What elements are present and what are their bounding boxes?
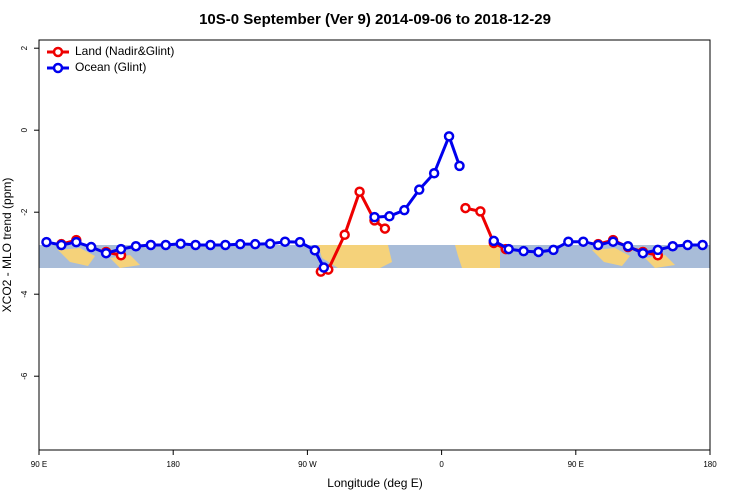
data-point [264, 238, 276, 250]
legend-marker [52, 46, 64, 58]
data-point [318, 262, 330, 273]
y-tick-label: 0 [20, 127, 29, 132]
y-tick-label: -2 [20, 208, 29, 216]
data-point [413, 184, 425, 195]
data-point [190, 239, 201, 251]
data-point [339, 229, 350, 240]
data-point [294, 236, 306, 248]
data-point [399, 204, 410, 216]
data-point [460, 202, 471, 214]
data-point [518, 245, 529, 257]
data-point [578, 236, 589, 247]
data-point [533, 246, 544, 258]
x-tick-label: 180 [167, 460, 181, 469]
data-point [697, 239, 708, 251]
x-tick-label: 90 E [568, 460, 584, 469]
data-point [384, 211, 395, 222]
data-point [652, 244, 664, 256]
data-point [622, 240, 634, 252]
chart-title: 10S-0 September (Ver 9) 2014-09-06 to 20… [199, 11, 551, 28]
data-point [175, 238, 186, 250]
legend-marker [52, 62, 64, 74]
data-point [637, 247, 649, 259]
y-tick-label: -6 [20, 372, 29, 380]
data-point [563, 236, 574, 247]
data-point [160, 239, 171, 251]
data-point [220, 239, 231, 251]
y-tick-label: -4 [20, 290, 29, 298]
y-axis-label: XCO2 - MLO trend (ppm) [0, 178, 14, 313]
x-tick-label: 180 [703, 460, 717, 469]
legend-label: Land (Nadir&Glint) [75, 44, 174, 58]
data-point [56, 239, 67, 251]
data-point [115, 243, 127, 255]
data-point [488, 235, 500, 247]
data-point [475, 206, 486, 217]
data-point [548, 244, 559, 256]
data-point [503, 243, 514, 255]
data-point [443, 131, 455, 142]
data-point [354, 186, 365, 197]
data-point [454, 160, 465, 172]
data-point [592, 239, 604, 251]
x-tick-label: 90 W [298, 460, 317, 469]
data-point [130, 240, 142, 252]
data-point [100, 247, 112, 259]
data-point [309, 245, 321, 256]
data-point [235, 238, 246, 250]
data-point [428, 168, 440, 179]
data-point [607, 236, 619, 247]
y-tick-label: 2 [20, 45, 29, 50]
data-point [71, 236, 82, 248]
plot-frame [38, 39, 711, 451]
data-point [667, 240, 678, 252]
x-axis-label: Longitude (deg E) [327, 476, 422, 490]
data-point [379, 223, 391, 234]
data-point [369, 211, 380, 223]
data-point [85, 241, 97, 253]
data-point [682, 239, 693, 251]
legend-label: Ocean (Glint) [75, 60, 146, 74]
x-tick-label: 0 [439, 460, 444, 469]
x-tick-label: 90 E [31, 460, 47, 469]
data-point [249, 238, 261, 250]
data-point [41, 236, 52, 248]
data-point [205, 239, 216, 251]
data-point [279, 236, 291, 247]
data-point [145, 239, 157, 251]
